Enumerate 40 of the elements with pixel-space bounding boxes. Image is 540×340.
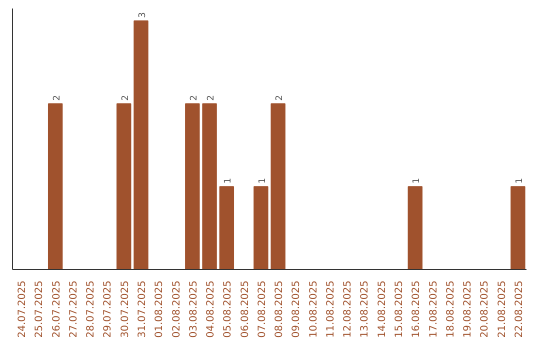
x-tick-label: 14.08.2025 <box>376 280 388 338</box>
data-label: 2 <box>120 95 131 101</box>
data-label: 1 <box>412 178 422 184</box>
x-tick-label: 31.07.2025 <box>137 280 148 338</box>
x-tick-label: 22.08.2025 <box>514 280 525 338</box>
x-tick-label: 04.08.2025 <box>206 280 217 338</box>
x-tick-label: 24.07.2025 <box>17 280 28 338</box>
x-tick-label: 25.07.2025 <box>34 280 46 338</box>
x-tick-label: 19.08.2025 <box>462 280 474 338</box>
data-label: 1 <box>514 178 525 184</box>
x-tick-label: 13.08.2025 <box>360 280 371 338</box>
x-tick-label: 18.08.2025 <box>445 280 456 338</box>
x-tick-label: 01.08.2025 <box>154 280 166 338</box>
x-tick-label: 05.08.2025 <box>222 280 234 338</box>
x-tick-label: 30.07.2025 <box>120 280 131 338</box>
x-tick-label: 21.08.2025 <box>496 280 508 338</box>
x-tick-label: 11.08.2025 <box>325 280 336 338</box>
x-tick-label: 07.08.2025 <box>256 280 268 338</box>
data-label: 3 <box>138 12 148 18</box>
data-label: 2 <box>52 95 62 101</box>
data-label: 1 <box>224 178 234 184</box>
x-tick-label: 12.08.2025 <box>342 280 354 338</box>
x-tick-label: 10.08.2025 <box>308 280 320 338</box>
x-tick-label: 16.08.2025 <box>411 280 422 338</box>
x-tick-label: 02.08.2025 <box>171 280 182 338</box>
data-label: 1 <box>258 178 268 184</box>
data-label: 2 <box>206 95 217 101</box>
x-tick-label: 20.08.2025 <box>480 280 491 338</box>
x-tick-label: 09.08.2025 <box>291 280 302 338</box>
x-tick-label: 29.07.2025 <box>102 280 114 338</box>
x-tick-label: 26.07.2025 <box>51 280 62 338</box>
data-label: 2 <box>275 95 286 101</box>
x-tick-label: 17.08.2025 <box>428 280 440 338</box>
data-label: 2 <box>189 95 200 101</box>
x-tick-label: 08.08.2025 <box>274 280 286 338</box>
x-tick-label: 27.07.2025 <box>68 280 80 338</box>
x-tick-label: 28.07.2025 <box>86 280 97 338</box>
x-tick-label: 06.08.2025 <box>240 280 251 338</box>
x-tick-label: 03.08.2025 <box>188 280 200 338</box>
x-tick-label: 15.08.2025 <box>394 280 405 338</box>
